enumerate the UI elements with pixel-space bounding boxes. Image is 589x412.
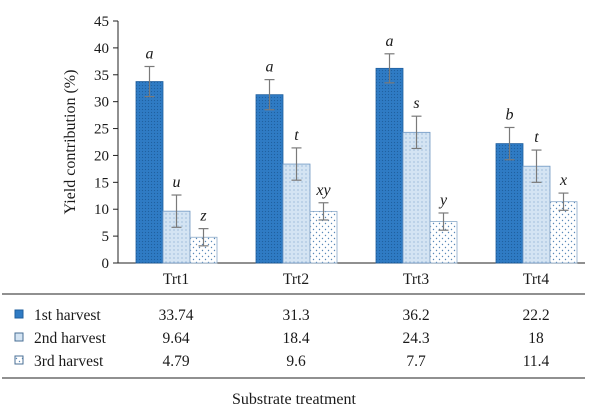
y-tick-label: 45 xyxy=(94,14,109,30)
category-label: Trt2 xyxy=(283,271,309,288)
y-tick-label: 35 xyxy=(94,68,109,84)
significance-letter: y xyxy=(438,192,448,209)
significance-letter: a xyxy=(146,45,154,62)
y-tick-label: 30 xyxy=(94,95,109,111)
significance-letter: u xyxy=(173,174,181,191)
y-tick-label: 5 xyxy=(102,229,110,245)
table-cell: 4.79 xyxy=(162,353,189,370)
y-tick-label: 0 xyxy=(102,256,110,272)
significance-letter: t xyxy=(294,127,299,144)
y-tick-label: 20 xyxy=(94,148,109,164)
bar xyxy=(255,94,284,264)
legend-label: 1st harvest xyxy=(34,307,101,324)
bar xyxy=(495,143,524,264)
significance-letter: b xyxy=(506,106,514,123)
table-cell: 18 xyxy=(528,330,544,347)
y-axis-title: Yield contribution (%) xyxy=(62,70,79,215)
data-table: Trt1 Trt2 Trt3 Trt4 1st harvest 33.74 31.3 36.2… xyxy=(2,271,585,379)
table-cell: 9.6 xyxy=(286,353,306,370)
significance-letter: t xyxy=(534,129,539,146)
significance-letter: xy xyxy=(315,182,331,199)
x-axis-title: Substrate treatment xyxy=(232,391,357,408)
y-tick-label: 25 xyxy=(94,122,109,138)
significance-letter: a xyxy=(386,33,394,50)
category-label: Trt4 xyxy=(523,271,549,288)
legend-label: 2nd harvest xyxy=(34,330,107,347)
y-tick-label: 40 xyxy=(94,41,109,57)
table-cell: 36.2 xyxy=(402,307,429,324)
legend-swatch xyxy=(14,309,24,319)
table-cell: 11.4 xyxy=(523,353,550,370)
bar xyxy=(375,67,404,264)
y-tick-label: 10 xyxy=(94,202,109,218)
y-tick-label: 15 xyxy=(94,175,109,191)
category-label: Trt1 xyxy=(163,271,189,288)
bar xyxy=(402,131,431,264)
legend-swatch xyxy=(14,332,24,342)
error-bars xyxy=(144,53,569,247)
table-cell: 33.74 xyxy=(159,307,194,324)
y-axis: 0 5 10 15 20 25 30 35 40 45 xyxy=(94,14,585,272)
legend-swatch xyxy=(14,355,24,365)
significance-letters: a a a b u t s t z xy y x xyxy=(146,33,568,225)
significance-letter: s xyxy=(413,95,419,112)
legend-label: 3rd harvest xyxy=(34,353,104,370)
table-cell: 31.3 xyxy=(282,307,309,324)
significance-letter: a xyxy=(266,59,274,76)
bar xyxy=(522,165,551,264)
bars xyxy=(135,67,578,264)
table-cell: 22.2 xyxy=(522,307,549,324)
bar xyxy=(549,201,578,264)
category-label: Trt3 xyxy=(403,271,429,288)
significance-letter: z xyxy=(199,208,207,225)
table-cell: 9.64 xyxy=(162,330,189,347)
table-cell: 24.3 xyxy=(402,330,429,347)
bar xyxy=(135,81,164,264)
significance-letter: x xyxy=(559,172,567,189)
table-cell: 18.4 xyxy=(282,330,309,347)
table-cell: 7.7 xyxy=(406,353,426,370)
